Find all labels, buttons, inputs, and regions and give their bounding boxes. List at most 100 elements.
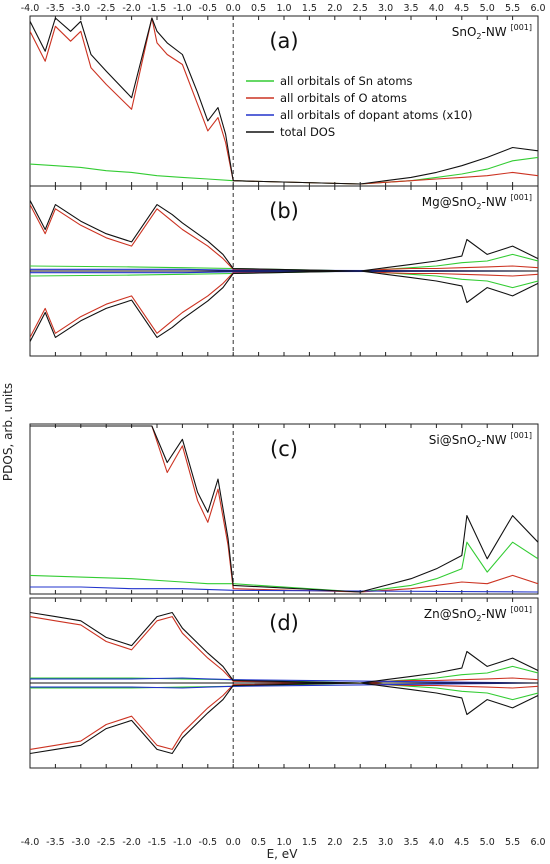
x-tick-label-bottom: -3.5 (46, 837, 65, 848)
x-tick-label-top: 3.5 (403, 3, 418, 14)
label-subscript: 2 (476, 614, 481, 623)
label-superscript: [001] (510, 23, 532, 32)
label-rest: -NW (481, 607, 510, 621)
label-superscript: [001] (510, 193, 532, 202)
panel-system-label: Si@SnO2-NW [001] (429, 431, 532, 449)
x-tick-label-bottom: -1.5 (148, 837, 167, 848)
x-tick-label-top: -1.5 (148, 3, 167, 14)
label-subscript: 2 (476, 440, 481, 449)
label-main: Mg@SnO (422, 195, 477, 209)
x-axis-title: E, eV (267, 847, 299, 861)
panels: (a) SnO2-NW [001](b) Mg@SnO2-NW [001](c) Si… (29, 15, 539, 769)
x-tick-label-bottom: 4.0 (429, 837, 444, 848)
x-tick-label-top: 4.5 (454, 3, 469, 14)
x-tick-label-bottom: -2.0 (122, 837, 141, 848)
legend: all orbitals of Sn atoms all orbitals of … (246, 74, 472, 139)
series-all-orbitals-of-o-atoms-spin-down (30, 682, 538, 750)
x-tick-label-top: -0.5 (199, 3, 218, 14)
x-tick-label-bottom: 3.0 (378, 837, 393, 848)
panel-letter: (b) (269, 199, 299, 223)
legend-label: all orbitals of dopant atoms (x10) (280, 108, 472, 122)
label-rest: -NW (481, 25, 510, 39)
x-tick-label-bottom: 2.0 (327, 837, 342, 848)
x-tick-label-bottom: -1.0 (173, 837, 192, 848)
series-all-orbitals-of-sn-atoms (30, 541, 538, 593)
label-subscript: 2 (476, 32, 481, 41)
x-tick-label-top: -3.0 (72, 3, 91, 14)
x-tick-label-bottom: 0.0 (226, 837, 241, 848)
series-all-orbitals-of-o-atoms-spin-up (30, 204, 538, 272)
series-all-orbitals-of-o-atoms-spin-down (30, 270, 538, 338)
label-main: Zn@SnO (424, 607, 477, 621)
x-tick-label-bottom: -4.0 (21, 837, 40, 848)
x-tick-label-top: -2.0 (122, 3, 141, 14)
x-tick-label-bottom: 2.5 (353, 837, 368, 848)
x-tick-label-top: 4.0 (429, 3, 444, 14)
x-tick-label-bottom: 1.0 (276, 837, 291, 848)
panel-letter: (a) (269, 29, 298, 53)
series-all-orbitals-of-sn-atoms (30, 156, 538, 185)
x-tick-label-bottom: 5.5 (505, 837, 520, 848)
series-total-dos-spin-up (30, 200, 538, 272)
x-tick-label-bottom: 3.5 (403, 837, 418, 848)
legend-label: total DOS (280, 125, 335, 139)
series-all-orbitals-of-sn-atoms-spin-up (30, 253, 538, 272)
series-total-dos (30, 425, 538, 593)
series-all-orbitals-of-o-atoms (30, 17, 538, 185)
x-tick-labels-bottom: -4.0 -3.5 -3.0 -2.5 -2.0 -1.5 -1.0 -0.5 0.0 0.5 1.… (21, 837, 546, 848)
series-total-dos-spin-down (30, 270, 538, 342)
x-tick-labels-top: -4.0 -3.5 -3.0 -2.5 -2.0 -1.5 -1.0 -0.5 0.0 0.5 1.… (21, 3, 546, 14)
label-superscript: [001] (510, 431, 532, 440)
x-tick-label-bottom: -3.0 (72, 837, 91, 848)
series-all-orbitals-of-o-atoms-spin-up (30, 616, 538, 684)
x-tick-label-bottom: 1.5 (302, 837, 317, 848)
x-tick-label-top: -3.5 (46, 3, 65, 14)
x-tick-label-top: 2.0 (327, 3, 342, 14)
x-tick-label-top: 6.0 (530, 3, 545, 14)
panel-letter: (c) (270, 437, 298, 461)
label-main: SnO (452, 25, 477, 39)
x-tick-label-top: 1.5 (302, 3, 317, 14)
legend-label: all orbitals of O atoms (280, 91, 407, 105)
x-tick-label-bottom: -2.5 (97, 837, 116, 848)
x-tick-label-bottom: 4.5 (454, 837, 469, 848)
panel-system-label: SnO2-NW [001] (452, 23, 532, 41)
x-tick-label-bottom: 6.0 (530, 837, 545, 848)
panel-d: (d) Zn@SnO2-NW [001] (29, 597, 539, 769)
series-all-orbitals-of-o-atoms (30, 425, 538, 593)
panel-series (30, 17, 538, 185)
x-tick-label-top: 0.5 (251, 3, 266, 14)
panel-c: (c) Si@SnO2-NW [001] (29, 423, 539, 595)
series-all-orbitals-of-sn-atoms-spin-down (30, 270, 538, 289)
panel-system-label: Zn@SnO2-NW [001] (424, 605, 532, 623)
panel-series (30, 611, 538, 755)
panel-b: (b) Mg@SnO2-NW [001] (29, 185, 539, 357)
y-axis-title: PDOS, arb. units (1, 383, 15, 481)
label-superscript: [001] (510, 605, 532, 614)
label-subscript: 2 (476, 202, 481, 211)
x-tick-label-top: -4.0 (21, 3, 40, 14)
x-tick-label-top: 5.5 (505, 3, 520, 14)
series-all-orbitals-of-dopant-atoms-x10 (30, 586, 538, 593)
legend-label: all orbitals of Sn atoms (280, 74, 413, 88)
panel-series (30, 200, 538, 342)
x-tick-label-top: -1.0 (173, 3, 192, 14)
x-tick-label-top: -2.5 (97, 3, 116, 14)
label-main: Si@SnO (429, 433, 477, 447)
x-tick-label-top: 2.5 (353, 3, 368, 14)
series-total-dos-spin-up (30, 611, 538, 684)
panel-series (30, 425, 538, 593)
x-tick-label-bottom: 0.5 (251, 837, 266, 848)
x-tick-label-top: 1.0 (276, 3, 291, 14)
label-rest: -NW (481, 195, 510, 209)
x-tick-label-top: 3.0 (378, 3, 393, 14)
x-tick-label-bottom: 5.0 (480, 837, 495, 848)
x-tick-label-bottom: -0.5 (199, 837, 218, 848)
series-total-dos (30, 17, 538, 185)
panel-system-label: Mg@SnO2-NW [001] (422, 193, 532, 211)
x-tick-label-top: 5.0 (480, 3, 495, 14)
panel-letter: (d) (269, 611, 299, 635)
series-total-dos-spin-down (30, 682, 538, 755)
label-rest: -NW (481, 433, 510, 447)
